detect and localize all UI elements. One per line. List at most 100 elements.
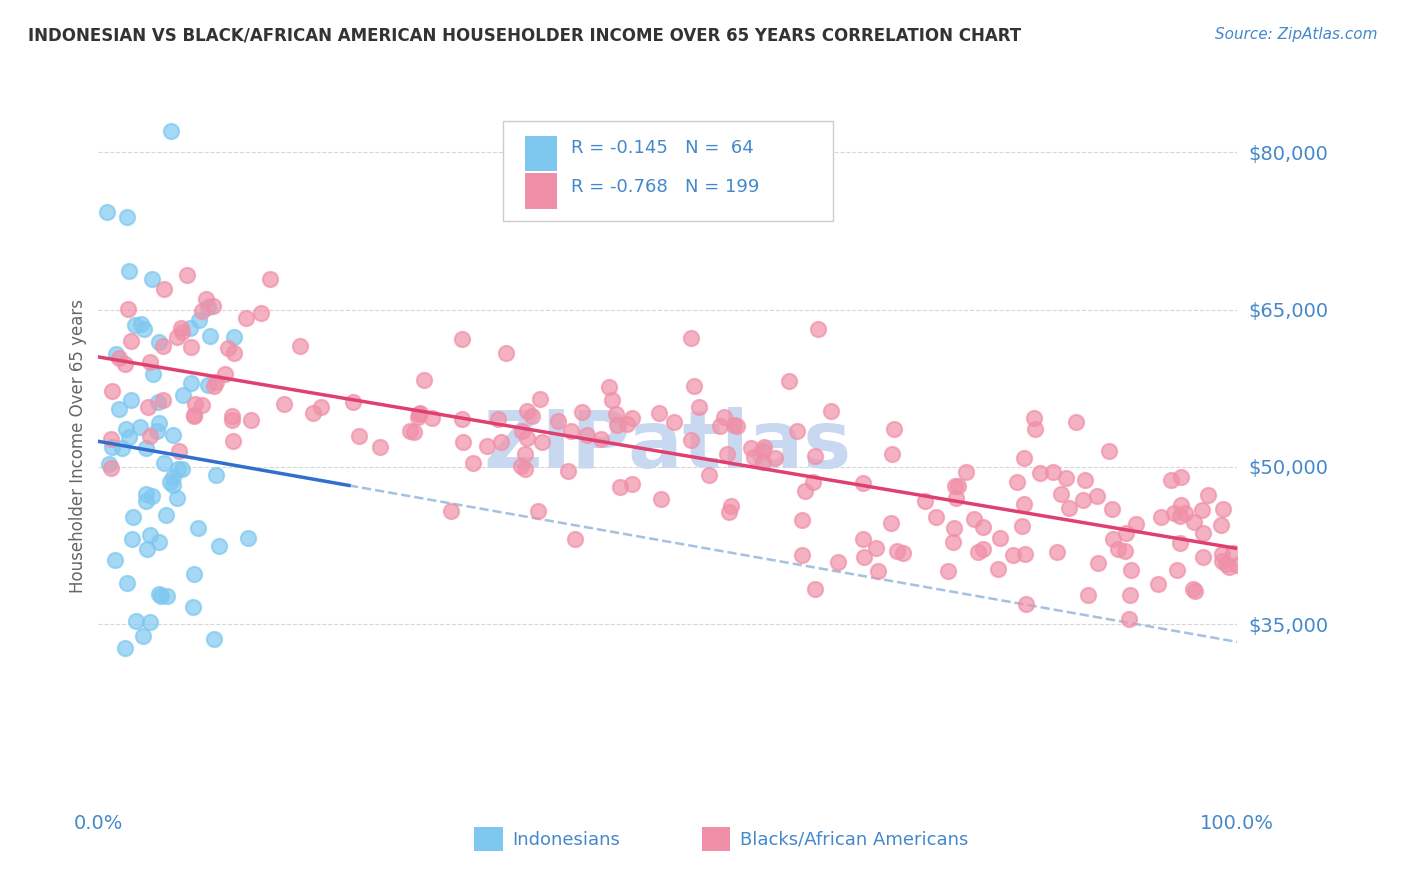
Point (404, 425, 426, 439)
Point (172, 388, 194, 402)
Point (120, 392, 142, 407)
Point (621, 411, 644, 425)
Point (1028, 467, 1050, 481)
Point (166, 462, 188, 476)
Point (883, 422, 905, 436)
Point (1168, 509, 1191, 524)
Point (172, 326, 194, 340)
Point (169, 444, 191, 458)
Point (942, 521, 965, 535)
Point (146, 424, 169, 438)
Point (408, 407, 430, 421)
Point (1114, 544, 1136, 558)
Point (510, 424, 533, 438)
Point (222, 434, 245, 449)
Point (259, 272, 281, 286)
Point (886, 544, 908, 558)
Point (1012, 450, 1035, 465)
Point (408, 406, 430, 420)
Point (740, 442, 762, 456)
Point (527, 504, 550, 518)
Point (139, 528, 162, 542)
Point (945, 491, 967, 505)
Point (110, 442, 132, 456)
Point (183, 409, 205, 423)
Point (108, 401, 131, 416)
Point (181, 600, 204, 615)
Point (135, 542, 157, 557)
Point (1192, 526, 1215, 541)
Point (422, 410, 444, 425)
Point (451, 434, 474, 449)
Point (1098, 443, 1121, 458)
Point (891, 546, 914, 560)
Point (197, 300, 219, 314)
Point (120, 334, 142, 349)
Point (450, 412, 472, 426)
Point (1192, 549, 1215, 564)
Point (509, 459, 531, 474)
Point (180, 339, 202, 353)
Point (683, 379, 706, 393)
Point (600, 392, 623, 407)
Point (489, 435, 512, 450)
Text: R = -0.145   N =  64: R = -0.145 N = 64 (571, 139, 754, 157)
Point (853, 549, 876, 564)
Point (720, 499, 742, 513)
Point (575, 427, 598, 442)
Point (1012, 497, 1035, 511)
Point (121, 532, 143, 546)
Point (142, 367, 165, 381)
Point (224, 330, 246, 344)
Point (557, 464, 579, 478)
Point (183, 566, 205, 581)
Point (205, 467, 228, 482)
Point (159, 475, 181, 489)
Point (146, 395, 169, 409)
Point (475, 439, 498, 453)
Point (118, 264, 141, 278)
Bar (526, 173, 557, 209)
Point (516, 404, 538, 418)
Point (135, 487, 157, 501)
Point (117, 210, 139, 224)
Point (301, 406, 323, 420)
Point (1119, 563, 1142, 577)
Point (914, 494, 936, 508)
Point (166, 330, 188, 344)
Point (1102, 532, 1125, 546)
Point (880, 516, 903, 530)
Point (591, 432, 613, 446)
Point (972, 541, 994, 556)
Point (221, 409, 243, 423)
Point (763, 451, 786, 466)
Point (513, 447, 536, 461)
Point (311, 400, 333, 414)
Point (214, 367, 236, 381)
Point (187, 313, 209, 327)
Point (155, 508, 177, 523)
Point (250, 305, 273, 319)
Point (1215, 557, 1237, 571)
Point (1170, 498, 1192, 512)
Text: Indonesians: Indonesians (512, 831, 620, 849)
Point (1057, 500, 1080, 515)
Point (1054, 471, 1077, 485)
Point (108, 351, 131, 365)
Point (194, 292, 217, 306)
Bar (526, 136, 557, 171)
Point (924, 509, 946, 524)
Point (235, 310, 257, 325)
Point (1222, 546, 1244, 560)
Point (114, 357, 136, 371)
Point (170, 321, 193, 335)
Point (139, 615, 162, 629)
Point (1071, 493, 1094, 508)
Point (96, 204, 118, 219)
Point (987, 562, 1010, 576)
Bar (474, 827, 503, 851)
Point (609, 480, 631, 494)
Point (1150, 510, 1173, 524)
Point (187, 521, 209, 535)
Point (786, 424, 808, 438)
